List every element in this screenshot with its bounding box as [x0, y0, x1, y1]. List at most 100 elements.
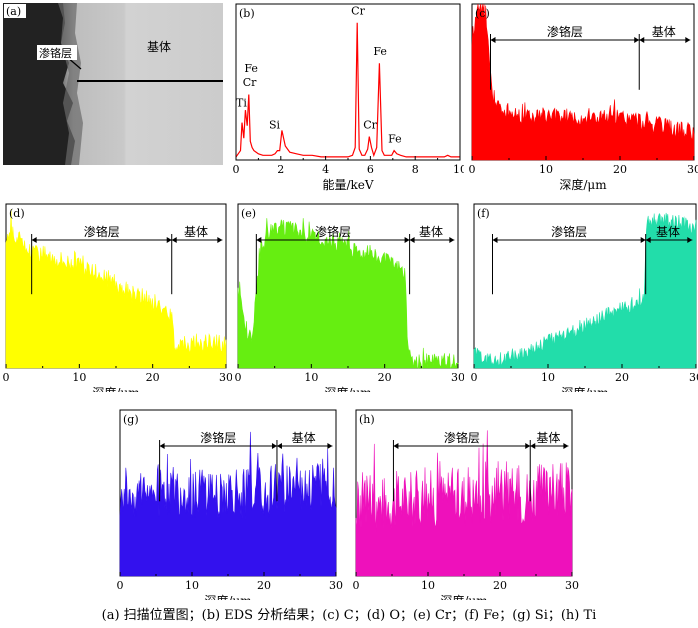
panel-letter: (d) — [9, 207, 25, 220]
layer-label: 渗铬层 — [200, 430, 236, 445]
x-tick-label: 8 — [412, 163, 419, 176]
spectrum-line — [235, 22, 460, 158]
layer-label: 渗铬层 — [444, 430, 480, 445]
arrow-head — [393, 443, 399, 449]
arrow-head — [171, 237, 177, 243]
x-tick-label: 30 — [329, 579, 343, 592]
arrow-head — [634, 37, 640, 43]
peak-label: Fe — [388, 132, 402, 145]
panel-letter: (h) — [359, 413, 375, 426]
arrow-head — [327, 443, 333, 449]
panel-letter: (g) — [123, 413, 139, 426]
peak-label: Cr — [243, 76, 257, 89]
profile-area — [237, 218, 459, 369]
layer-label: 渗铬层 — [551, 224, 587, 239]
x-tick-label: 10 — [539, 163, 553, 176]
x-tick-label: 10 — [453, 163, 464, 176]
x-tick-label: 30 — [689, 371, 698, 384]
panel-letter: (f) — [477, 207, 490, 220]
peak-label: Si — [269, 118, 281, 131]
x-tick-label: 0 — [471, 371, 478, 384]
substrate-label: 基体 — [652, 25, 676, 39]
panel-a-micrograph: (a) 渗铬层 基体 — [3, 3, 223, 165]
profile-area — [471, 3, 695, 161]
x-axis-label: 深度/μm — [324, 385, 372, 392]
panel-c-chart: 渗铬层 基体 (c) 0 10 20 30 深度/μm — [469, 3, 698, 192]
arrow-head — [31, 237, 37, 243]
arrow-head — [530, 443, 536, 449]
x-tick-label: 0 — [117, 579, 124, 592]
x-axis-label: 深度/μm — [440, 593, 488, 600]
arrow-head — [271, 443, 277, 449]
x-axis-label: 能量/keV — [322, 178, 373, 192]
profile-area — [473, 212, 697, 369]
peak-label: Fe — [373, 45, 387, 58]
profile-area — [5, 209, 227, 369]
x-tick-label: 20 — [493, 579, 507, 592]
panel-d-chart: 渗铬层 基体 (d) 0 10 20 30 深度/μm — [3, 203, 232, 392]
x-axis-label: 深度/μm — [92, 385, 140, 392]
layer-label: 渗铬层 — [315, 224, 351, 239]
arrow-head — [217, 237, 223, 243]
panel-a-letter: (a) — [6, 5, 21, 18]
x-tick-label: 4 — [322, 163, 329, 176]
x-tick-label: 20 — [613, 163, 627, 176]
layer-label-box — [37, 45, 77, 60]
coating-edge — [3, 3, 75, 165]
x-tick-label: 0 — [353, 579, 360, 592]
layer-label: 渗铬层 — [84, 224, 120, 239]
x-tick-label: 10 — [421, 579, 435, 592]
plot-frame — [235, 3, 461, 161]
arrow-head — [449, 237, 455, 243]
x-axis-label: 深度/μm — [561, 385, 609, 392]
substrate-label: 基体 — [147, 40, 171, 54]
x-tick-label: 30 — [451, 371, 464, 384]
panel-f-chart: 渗铬层 基体 (f) 0 10 20 30 深度/μm — [471, 203, 698, 392]
arrow-head — [276, 443, 282, 449]
x-tick-label: 30 — [219, 371, 232, 384]
arrow-head — [159, 443, 165, 449]
panel-g-chart: 渗铬层 基体 (g) 0 10 20 30 深度/μm — [117, 409, 343, 600]
x-tick-label: 10 — [541, 371, 555, 384]
panel-a-letter-box — [4, 4, 26, 18]
x-tick-label: 20 — [146, 371, 160, 384]
x-tick-label: 20 — [615, 371, 629, 384]
substrate-label: 基体 — [656, 225, 680, 239]
x-tick-label: 10 — [304, 371, 318, 384]
substrate-label: 基体 — [292, 431, 316, 445]
arrow-head — [492, 237, 498, 243]
x-tick-label: 10 — [72, 371, 86, 384]
x-tick-label: 30 — [687, 163, 698, 176]
x-tick-label: 0 — [469, 163, 476, 176]
x-tick-label: 30 — [565, 579, 579, 592]
x-tick-label: 0 — [3, 371, 10, 384]
substrate-label: 基体 — [419, 225, 443, 239]
peak-label: Cr — [363, 118, 377, 131]
x-tick-label: 0 — [235, 371, 242, 384]
figure-caption: (a) 扫描位置图；(b) EDS 分析结果；(c) C；(d) O；(e) C… — [101, 608, 597, 623]
x-tick-label: 2 — [277, 163, 284, 176]
panel-e-chart: 渗铬层 基体 (e) 0 10 20 30 深度/μm — [235, 203, 464, 392]
profile-area — [355, 430, 573, 577]
peak-label: Fe — [244, 62, 258, 75]
arrow-head — [563, 443, 569, 449]
panel-letter: (e) — [241, 207, 256, 220]
panel-letter: (c) — [475, 7, 490, 20]
arrow-head — [256, 237, 262, 243]
x-tick-label: 0 — [233, 163, 240, 176]
coating-rough-band — [58, 3, 83, 165]
panel-letter: (b) — [239, 7, 255, 20]
substrate-label: 基体 — [536, 431, 560, 445]
arrow-head — [685, 37, 691, 43]
peak-label: Cr — [351, 4, 365, 17]
arrow-head — [404, 237, 410, 243]
layer-label: 渗铬层 — [39, 46, 72, 60]
substrate-label: 基体 — [184, 225, 208, 239]
arrow-head — [166, 237, 172, 243]
arrow-head — [645, 237, 651, 243]
arrow-head — [525, 443, 531, 449]
arrow-head — [639, 37, 645, 43]
arrow-head — [640, 237, 646, 243]
arrow-head — [490, 37, 496, 43]
